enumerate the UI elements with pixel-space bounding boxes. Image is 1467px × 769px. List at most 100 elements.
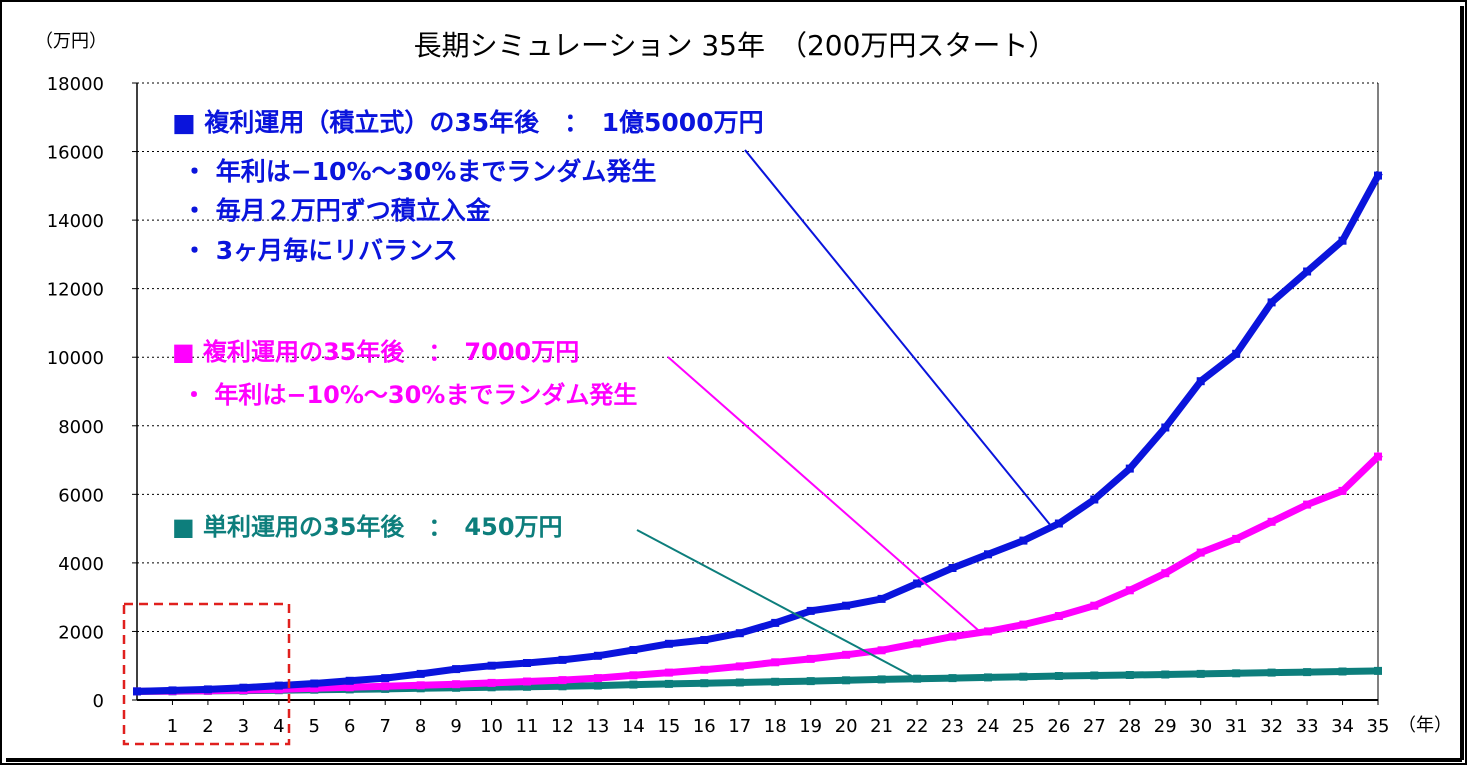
point-teal-18	[771, 677, 780, 686]
y-tick-label-8: 16000	[47, 143, 104, 164]
point-teal-25	[1019, 672, 1028, 681]
point-magenta-8	[416, 681, 425, 690]
x-tick-label-4: 4	[273, 716, 284, 737]
x-tick-label-12: 12	[551, 716, 574, 737]
point-blue-12	[558, 655, 567, 664]
point-teal-22	[913, 674, 922, 683]
annotation-blue-line-3: ・ 毎月２万円ずつ積立入金	[182, 196, 492, 225]
point-magenta-11	[523, 677, 531, 686]
point-magenta-32	[1267, 517, 1276, 526]
point-teal-19	[806, 677, 815, 686]
x-tick-label-32: 32	[1260, 716, 1283, 737]
leader-line-blue	[744, 149, 1053, 528]
point-magenta-24	[984, 627, 992, 636]
point-magenta-30	[1196, 548, 1205, 557]
x-tick-label-13: 13	[586, 716, 609, 737]
annotation-blue-line-2: ・ 年利は−10%〜30%までランダム発生	[182, 157, 656, 186]
point-magenta-22	[913, 639, 922, 648]
point-blue-4	[274, 681, 283, 690]
x-tick-label-29: 29	[1154, 716, 1177, 737]
y-tick-label-5: 10000	[47, 348, 104, 369]
x-tick-label-21: 21	[870, 716, 893, 737]
x-tick-label-20: 20	[835, 716, 858, 737]
x-tick-label-19: 19	[799, 716, 822, 737]
point-magenta-35	[1374, 452, 1382, 461]
point-magenta-26	[1054, 612, 1063, 620]
highlight-box-first-years	[122, 602, 291, 746]
point-teal-30	[1196, 669, 1205, 678]
point-teal-31	[1232, 669, 1241, 678]
y-tick-labels: 0 2000 4000 6000 8000 10000 12000 14000 16000 180…	[47, 74, 137, 712]
x-tick-label-14: 14	[622, 716, 645, 737]
point-teal-16	[700, 679, 709, 688]
point-blue-30	[1196, 377, 1205, 386]
annotation-blue: ■ 複利運用（積立式）の35年後 ： 1億5000万円 ・ 年利は−10%〜30…	[172, 108, 764, 265]
point-blue-26	[1054, 519, 1063, 528]
x-tick-label-5: 5	[309, 716, 320, 737]
x-tick-label-8: 8	[415, 716, 426, 737]
x-tick-label-1: 1	[167, 716, 178, 737]
x-tick-label-9: 9	[450, 716, 461, 737]
y-tick-label-3: 6000	[58, 485, 104, 506]
point-teal-21	[877, 675, 886, 684]
point-magenta-10	[487, 678, 496, 687]
point-blue-16	[700, 636, 709, 644]
series-lines	[133, 170, 1383, 696]
point-blue-20	[842, 601, 851, 610]
point-magenta-27	[1090, 601, 1099, 610]
y-tick-label-1: 2000	[58, 622, 104, 643]
x-tick-label-26: 26	[1047, 716, 1070, 737]
point-magenta-29	[1161, 569, 1170, 578]
point-blue-21	[877, 594, 886, 603]
point-magenta-9	[452, 680, 461, 689]
point-magenta-34	[1338, 486, 1347, 495]
x-tick-label-2: 2	[202, 716, 213, 737]
point-magenta-18	[771, 658, 780, 667]
annotation-magenta-line-2: ・ 年利は−10%〜30%までランダム発生	[182, 381, 637, 409]
point-teal-28	[1125, 671, 1134, 679]
x-tick-label-11: 11	[516, 716, 539, 737]
x-tick-label-15: 15	[657, 716, 680, 737]
point-blue-9	[452, 665, 461, 674]
x-tick-label-22: 22	[906, 716, 929, 737]
point-blue-27	[1090, 495, 1099, 504]
annotation-blue-line-1: ■ 複利運用（積立式）の35年後 ： 1億5000万円	[172, 108, 764, 137]
series-line-blue	[133, 170, 1383, 695]
point-blue-6	[345, 676, 354, 685]
leader-line-teal	[636, 529, 918, 680]
point-blue-11	[523, 659, 531, 667]
point-magenta-15	[664, 668, 673, 677]
x-tick-label-33: 33	[1296, 716, 1319, 737]
point-teal-33	[1303, 668, 1312, 677]
point-magenta-7	[381, 682, 390, 691]
point-teal-10	[487, 683, 496, 692]
leader-line-magenta	[667, 356, 982, 634]
point-blue-2	[203, 685, 212, 694]
point-teal-14	[629, 680, 638, 689]
gridlines	[136, 82, 1379, 701]
point-blue-8	[416, 669, 425, 678]
point-blue-7	[381, 674, 390, 683]
point-magenta-25	[1019, 620, 1028, 629]
point-magenta-6	[345, 683, 354, 692]
x-tick-label-18: 18	[764, 716, 787, 737]
point-magenta-23	[948, 632, 957, 641]
x-tick-label-35: 35	[1367, 716, 1390, 737]
y-unit-label: （万円）	[35, 31, 107, 52]
point-teal-27	[1090, 671, 1099, 680]
point-teal-15	[664, 679, 673, 688]
point-blue-28	[1125, 464, 1134, 473]
point-magenta-12	[558, 676, 567, 685]
point-blue-35	[1374, 171, 1382, 180]
point-teal-17	[735, 678, 744, 687]
point-magenta-17	[735, 662, 744, 671]
point-blue-22	[913, 579, 922, 588]
x-tick-label-28: 28	[1118, 716, 1141, 737]
point-magenta-21	[877, 646, 886, 655]
point-magenta-28	[1125, 586, 1134, 595]
point-teal-11	[523, 682, 531, 691]
y-tick-label-4: 8000	[58, 417, 104, 438]
annotation-teal: ■ 単利運用の35年後 ： 450万円	[172, 513, 563, 541]
y-tick-label-0: 0	[93, 691, 104, 712]
y-tick-label-2: 4000	[58, 554, 104, 575]
